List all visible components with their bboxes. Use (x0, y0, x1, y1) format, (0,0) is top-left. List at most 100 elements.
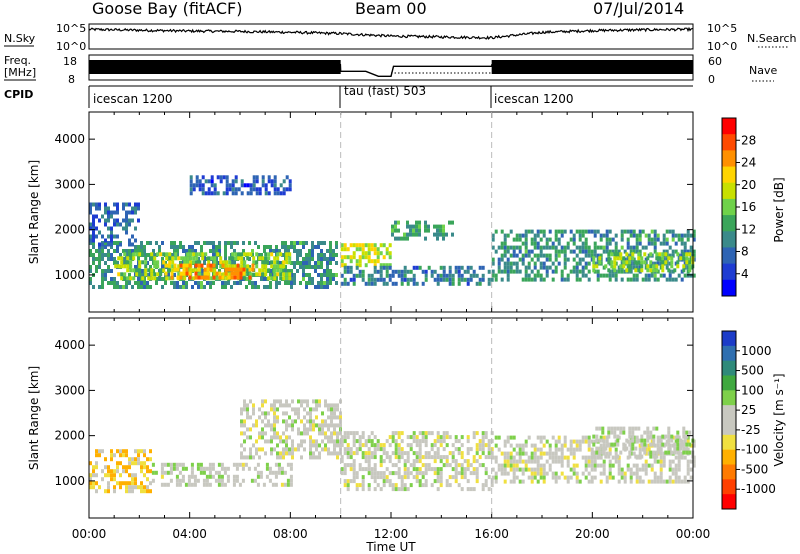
power-cell (605, 245, 609, 250)
vel-cell (400, 431, 404, 436)
power-cell (382, 243, 386, 248)
vel-cell (143, 461, 146, 466)
vel-cell (448, 463, 452, 468)
cpid-segment-2: tau (fast) 503 (344, 84, 426, 98)
vel-cell (95, 473, 98, 478)
power-cell (320, 261, 323, 265)
power-cell (478, 281, 482, 286)
vel-cell (530, 479, 534, 484)
power-cell (171, 260, 175, 265)
power-cell (107, 281, 110, 285)
vel-cell (587, 455, 591, 460)
power-cell (276, 191, 280, 196)
power-cell (252, 187, 256, 192)
power-cell (122, 226, 125, 231)
vel-cell (530, 467, 534, 472)
vel-cell (424, 443, 428, 448)
vel-cell (500, 451, 504, 456)
vel-cell (205, 466, 209, 471)
vel-cell (303, 439, 306, 444)
power-cell (132, 252, 136, 257)
vel-cell (358, 483, 362, 488)
power-cell (113, 281, 116, 285)
vel-cell (291, 407, 294, 412)
vel-cell (590, 463, 594, 468)
power-cell (225, 260, 229, 265)
power-cell (491, 269, 495, 274)
power-cell (207, 260, 211, 265)
vel-cell (491, 467, 495, 472)
vel-cell (466, 435, 470, 440)
vel-cell (412, 467, 416, 472)
vel-cell (652, 442, 656, 447)
vel-cell (116, 465, 119, 470)
vel-cell (285, 423, 288, 428)
power-cell (415, 232, 418, 237)
power-cell (230, 285, 233, 289)
power-cell (258, 268, 262, 273)
vel-cell (264, 451, 267, 456)
vel-cell (601, 450, 605, 455)
vel-cell (279, 399, 282, 404)
power-cell (335, 281, 338, 285)
power-cell (243, 252, 247, 257)
vel-cell (436, 487, 440, 492)
power-cell (587, 261, 591, 266)
vel-cell (649, 450, 653, 455)
power-cell (182, 267, 186, 272)
power-cell (551, 245, 555, 250)
power-cell (213, 268, 217, 273)
power-cell (317, 281, 320, 285)
vel-cell (430, 447, 434, 452)
vel-cb-swatch (722, 331, 736, 347)
vel-cell (291, 419, 294, 424)
vel-cell (515, 463, 519, 468)
vel-cell (608, 471, 612, 476)
vel-cell (439, 467, 443, 472)
velocity-panel-bg (89, 318, 693, 518)
power-cell (370, 243, 374, 248)
vel-cell (554, 459, 558, 464)
vel-cell (530, 459, 534, 464)
power-cell (323, 257, 326, 261)
vel-cell (608, 463, 612, 468)
vel-cell (261, 435, 264, 440)
power-cell (439, 232, 442, 237)
power-cell (293, 265, 296, 269)
vel-cell (610, 430, 614, 435)
power-cell (206, 267, 210, 272)
power-cell (185, 267, 189, 272)
vel-cell (628, 434, 632, 439)
vel-cell (433, 443, 437, 448)
vel-cell (563, 455, 567, 460)
power-cell (185, 285, 188, 289)
vel-cell (605, 479, 609, 484)
power-cell (179, 261, 182, 265)
power-cell (668, 273, 672, 278)
power-cell (688, 268, 692, 273)
power-cell (243, 276, 247, 281)
vel-cell (243, 419, 246, 424)
power-cell (249, 187, 253, 192)
power-cell (92, 234, 95, 239)
power-cell (188, 263, 192, 268)
vel-cell (379, 443, 383, 448)
vel-cell (638, 475, 642, 480)
power-cell (634, 268, 638, 273)
vel-cell (551, 475, 555, 480)
vel-cell (521, 447, 525, 452)
power-cell (439, 277, 443, 282)
power-cell (332, 257, 335, 261)
vel-cell (622, 426, 626, 431)
power-cell (557, 237, 561, 242)
power-ytick-label: 4000 (54, 132, 85, 146)
vel-cell (595, 450, 599, 455)
vel-cell (692, 443, 696, 448)
power-cell (509, 269, 513, 274)
vel-cell (300, 403, 303, 408)
power-cell (176, 245, 179, 249)
power-cell (412, 273, 416, 278)
power-cell (653, 233, 657, 238)
power-cell (590, 253, 594, 258)
vel-cell (166, 470, 170, 475)
